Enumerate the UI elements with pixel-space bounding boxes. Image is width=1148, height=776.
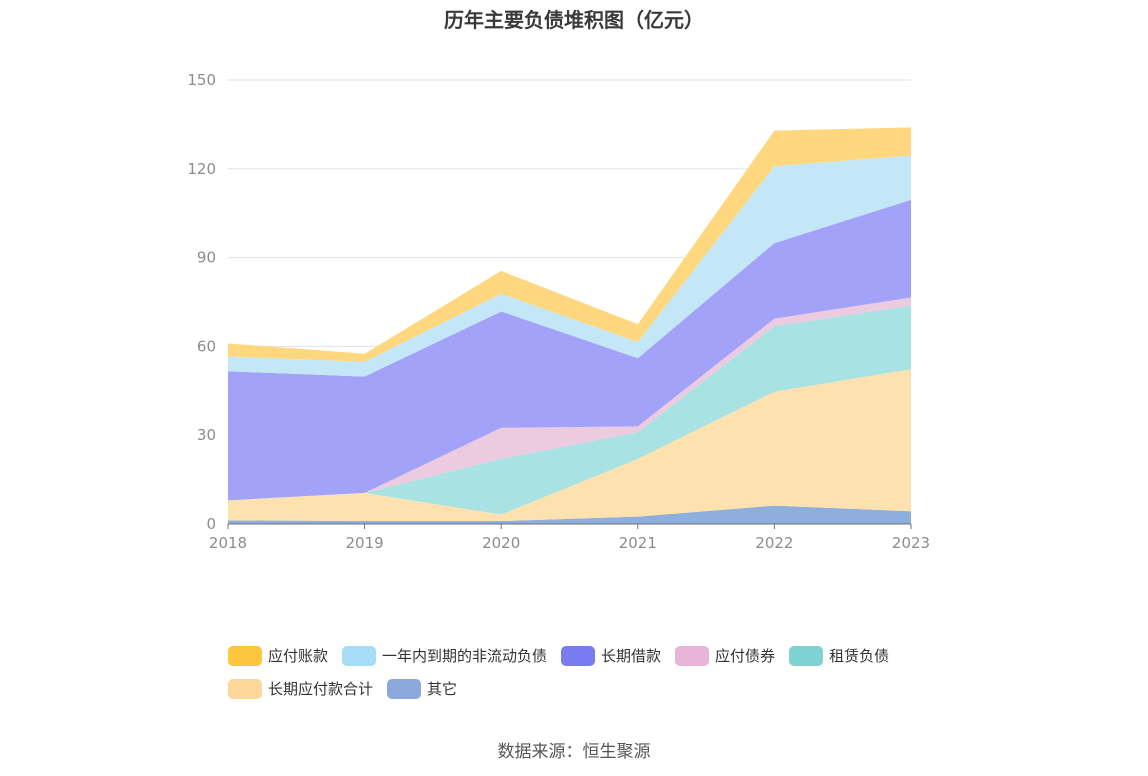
y-tick-label: 90: [197, 249, 216, 267]
legend-label: 应付账款: [268, 647, 329, 665]
x-tick-label: 2023: [892, 534, 930, 552]
x-tick-label: 2019: [346, 534, 384, 552]
legend-label: 长期借款: [601, 647, 662, 665]
area-series: [228, 155, 911, 377]
legend-item-other[interactable]: 其它: [387, 678, 457, 699]
legend-label: 一年内到期的非流动负债: [382, 647, 548, 665]
legend-item-long-term-loans[interactable]: 长期借款: [561, 645, 661, 666]
y-tick-label: 60: [197, 337, 216, 355]
y-tick-label: 120: [187, 160, 216, 178]
x-tick-label: 2021: [619, 534, 657, 552]
legend-item-current-noncurrent-liabilities[interactable]: 一年内到期的非流动负债: [342, 645, 547, 666]
area-series: [228, 369, 911, 522]
area-series: [228, 199, 911, 501]
area-series: [228, 297, 911, 501]
legend-row-2: 长期应付款合计 其它: [228, 672, 948, 705]
y-tick-label: 30: [197, 426, 216, 444]
x-tick-label: 2022: [755, 534, 793, 552]
y-tick-label: 0: [206, 515, 216, 533]
legend-item-long-term-payables[interactable]: 长期应付款合计: [228, 678, 373, 699]
legend-swatch: [342, 645, 377, 666]
legend-label: 长期应付款合计: [268, 680, 374, 698]
y-tick-label: 150: [187, 71, 216, 89]
legend-swatch: [675, 645, 710, 666]
legend-row-1: 应付账款 一年内到期的非流动负债 长期借款 应付债券 租赁负债: [228, 639, 948, 672]
legend-item-bonds-payable[interactable]: 应付债券: [675, 645, 775, 666]
x-tick-label: 2020: [482, 534, 520, 552]
legend-swatch: [387, 678, 422, 699]
legend-swatch: [561, 645, 596, 666]
data-source: 数据来源：恒生聚源: [497, 742, 651, 762]
legend-item-lease-liabilities[interactable]: 租赁负债: [789, 645, 889, 666]
area-series: [228, 305, 911, 515]
chart-title: 历年主要负债堆积图（亿元）: [444, 8, 704, 32]
legend-swatch: [228, 678, 262, 699]
legend-swatch: [789, 645, 824, 666]
legend-label: 其它: [427, 680, 458, 698]
area-series: [228, 505, 911, 524]
stacked-area-chart: 0 30 60 90 120 150 2018 2019 2020 2021 2022 2023: [187, 71, 930, 552]
legend: 应付账款 一年内到期的非流动负债 长期借款 应付债券 租赁负债 长期应付款合计 …: [228, 639, 948, 705]
legend-item-accounts-payable[interactable]: 应付账款: [228, 645, 328, 666]
legend-swatch: [228, 645, 262, 666]
legend-label: 租赁负债: [829, 647, 890, 665]
area-series: [228, 127, 911, 362]
legend-label: 应付债券: [715, 647, 776, 665]
x-tick-label: 2018: [209, 534, 247, 552]
